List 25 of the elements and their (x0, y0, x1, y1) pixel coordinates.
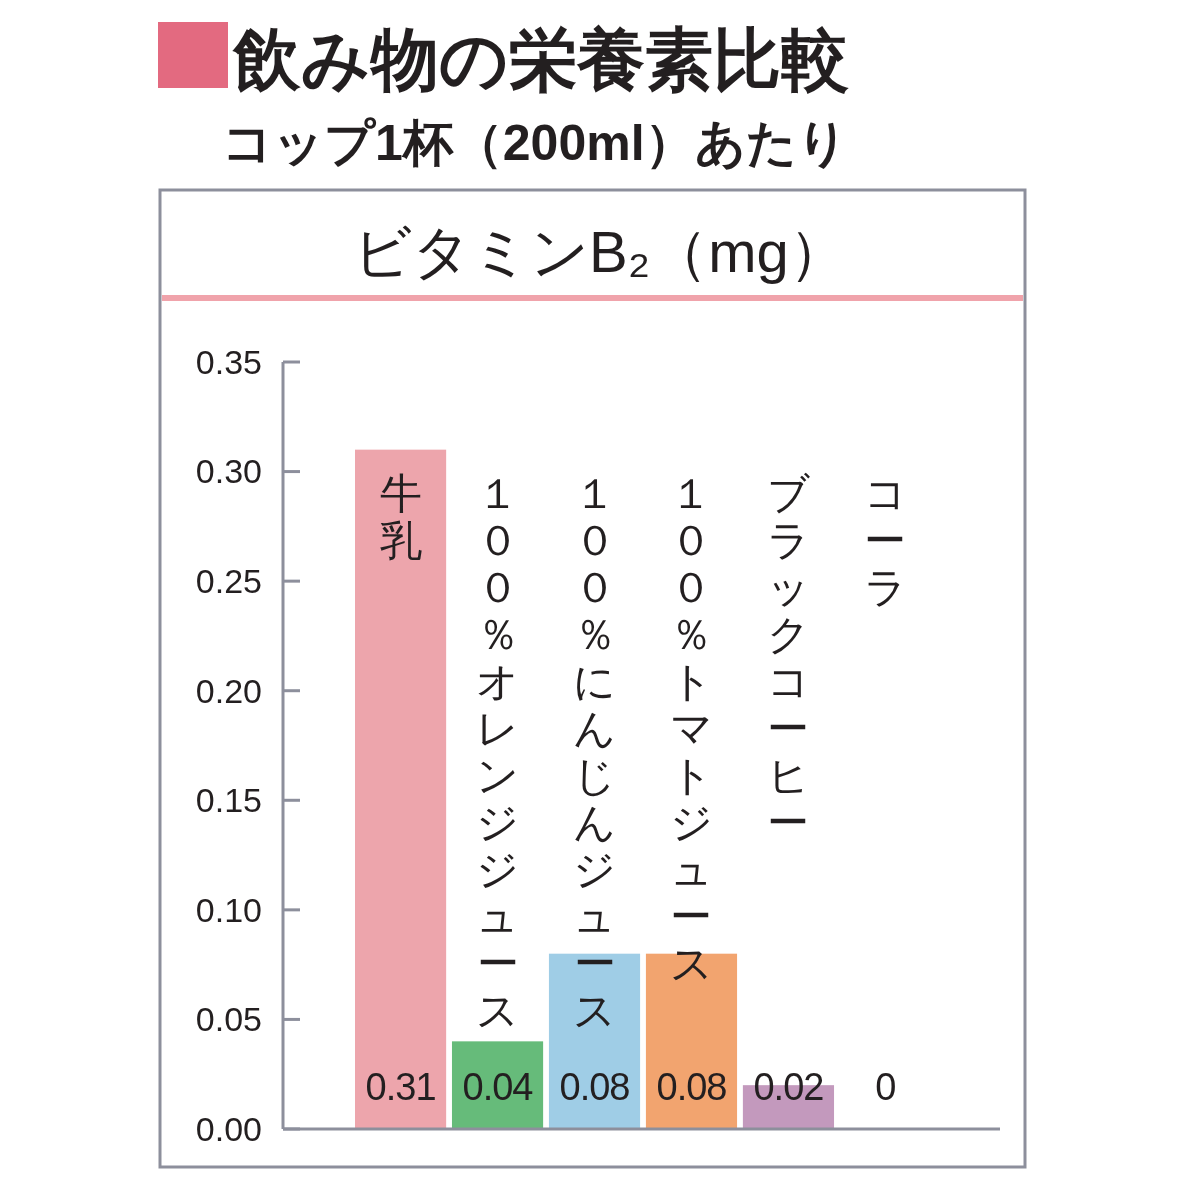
y-tick-label: 0.30 (195, 452, 262, 491)
data-label: 0.04 (462, 1066, 534, 1108)
bar (548, 953, 641, 1129)
chart-subtitle: コップ1杯（200ml）あたり (222, 115, 848, 171)
data-label: 0.08 (559, 1066, 630, 1108)
bar (355, 449, 447, 1129)
data-label: 0.08 (656, 1066, 727, 1108)
bar (645, 953, 738, 1129)
y-tick-label: 0.15 (195, 781, 262, 820)
data-label: 0.31 (365, 1066, 436, 1108)
y-tick-label: 0.10 (195, 890, 262, 929)
y-tick-label: 0.20 (195, 671, 262, 710)
x-tick-label: ブラックコーヒー (766, 470, 810, 846)
category-label: １００％オレンジジュース (476, 470, 520, 1034)
x-tick-label: コーラ (863, 470, 907, 611)
y-tick-label: 0.35 (195, 342, 262, 381)
y-tick-label: 0.05 (195, 1000, 262, 1039)
data-label: 0 (875, 1066, 896, 1108)
y-axis-title: ビタミンB₂（mg） (353, 219, 847, 284)
y-tick-label: 0.25 (195, 562, 262, 601)
y-tick-label: 0.00 (195, 1109, 262, 1148)
category-label: １００％にんじんジュース (573, 470, 617, 1034)
category-label: １００％トマトジュース (669, 470, 713, 987)
x-tick-label: 牛乳 (379, 470, 422, 564)
chart-title: 飲み物の栄養素比較 (232, 21, 849, 97)
